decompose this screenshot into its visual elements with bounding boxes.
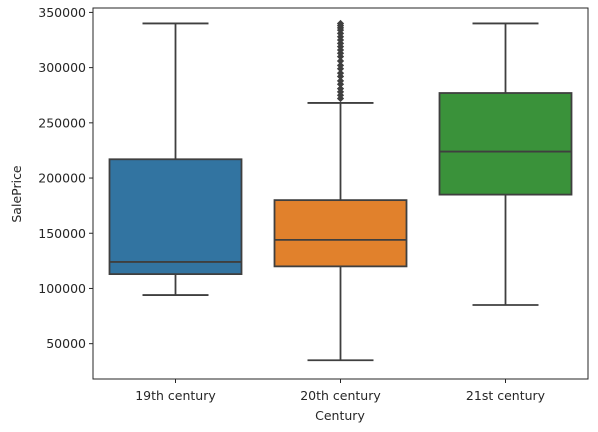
outlier-point [336,19,345,28]
box-group [273,19,408,362]
box-group [438,22,573,306]
y-axis: 50000 100000 150000 200000 250000 300000 35000… [38,5,93,351]
x-tick-label: 20th century [300,388,381,403]
y-tick-label: 100000 [38,281,86,296]
x-tick-label: 19th century [135,388,216,403]
outlier-point [336,69,345,77]
outlier-point [336,57,345,65]
outlier-point [336,61,345,70]
box-iqr [273,199,408,268]
x-axis-label: Century [315,408,365,423]
y-axis-label: SalePrice [9,165,24,223]
y-tick-label: 50000 [46,336,86,351]
plot-content [108,19,573,362]
y-tick-label: 250000 [38,115,86,130]
box-iqr [438,92,573,196]
x-tick-label: 21st century [466,388,546,403]
outlier-point [336,77,345,85]
y-tick-label: 150000 [38,226,86,241]
x-axis: 19th century 20th century 21st century [135,379,546,403]
y-tick-label: 300000 [38,60,86,75]
box-group [108,22,243,296]
box-iqr [108,158,243,276]
outlier-point [336,84,345,93]
y-tick-label: 350000 [38,5,86,20]
y-tick-label: 200000 [38,171,86,186]
